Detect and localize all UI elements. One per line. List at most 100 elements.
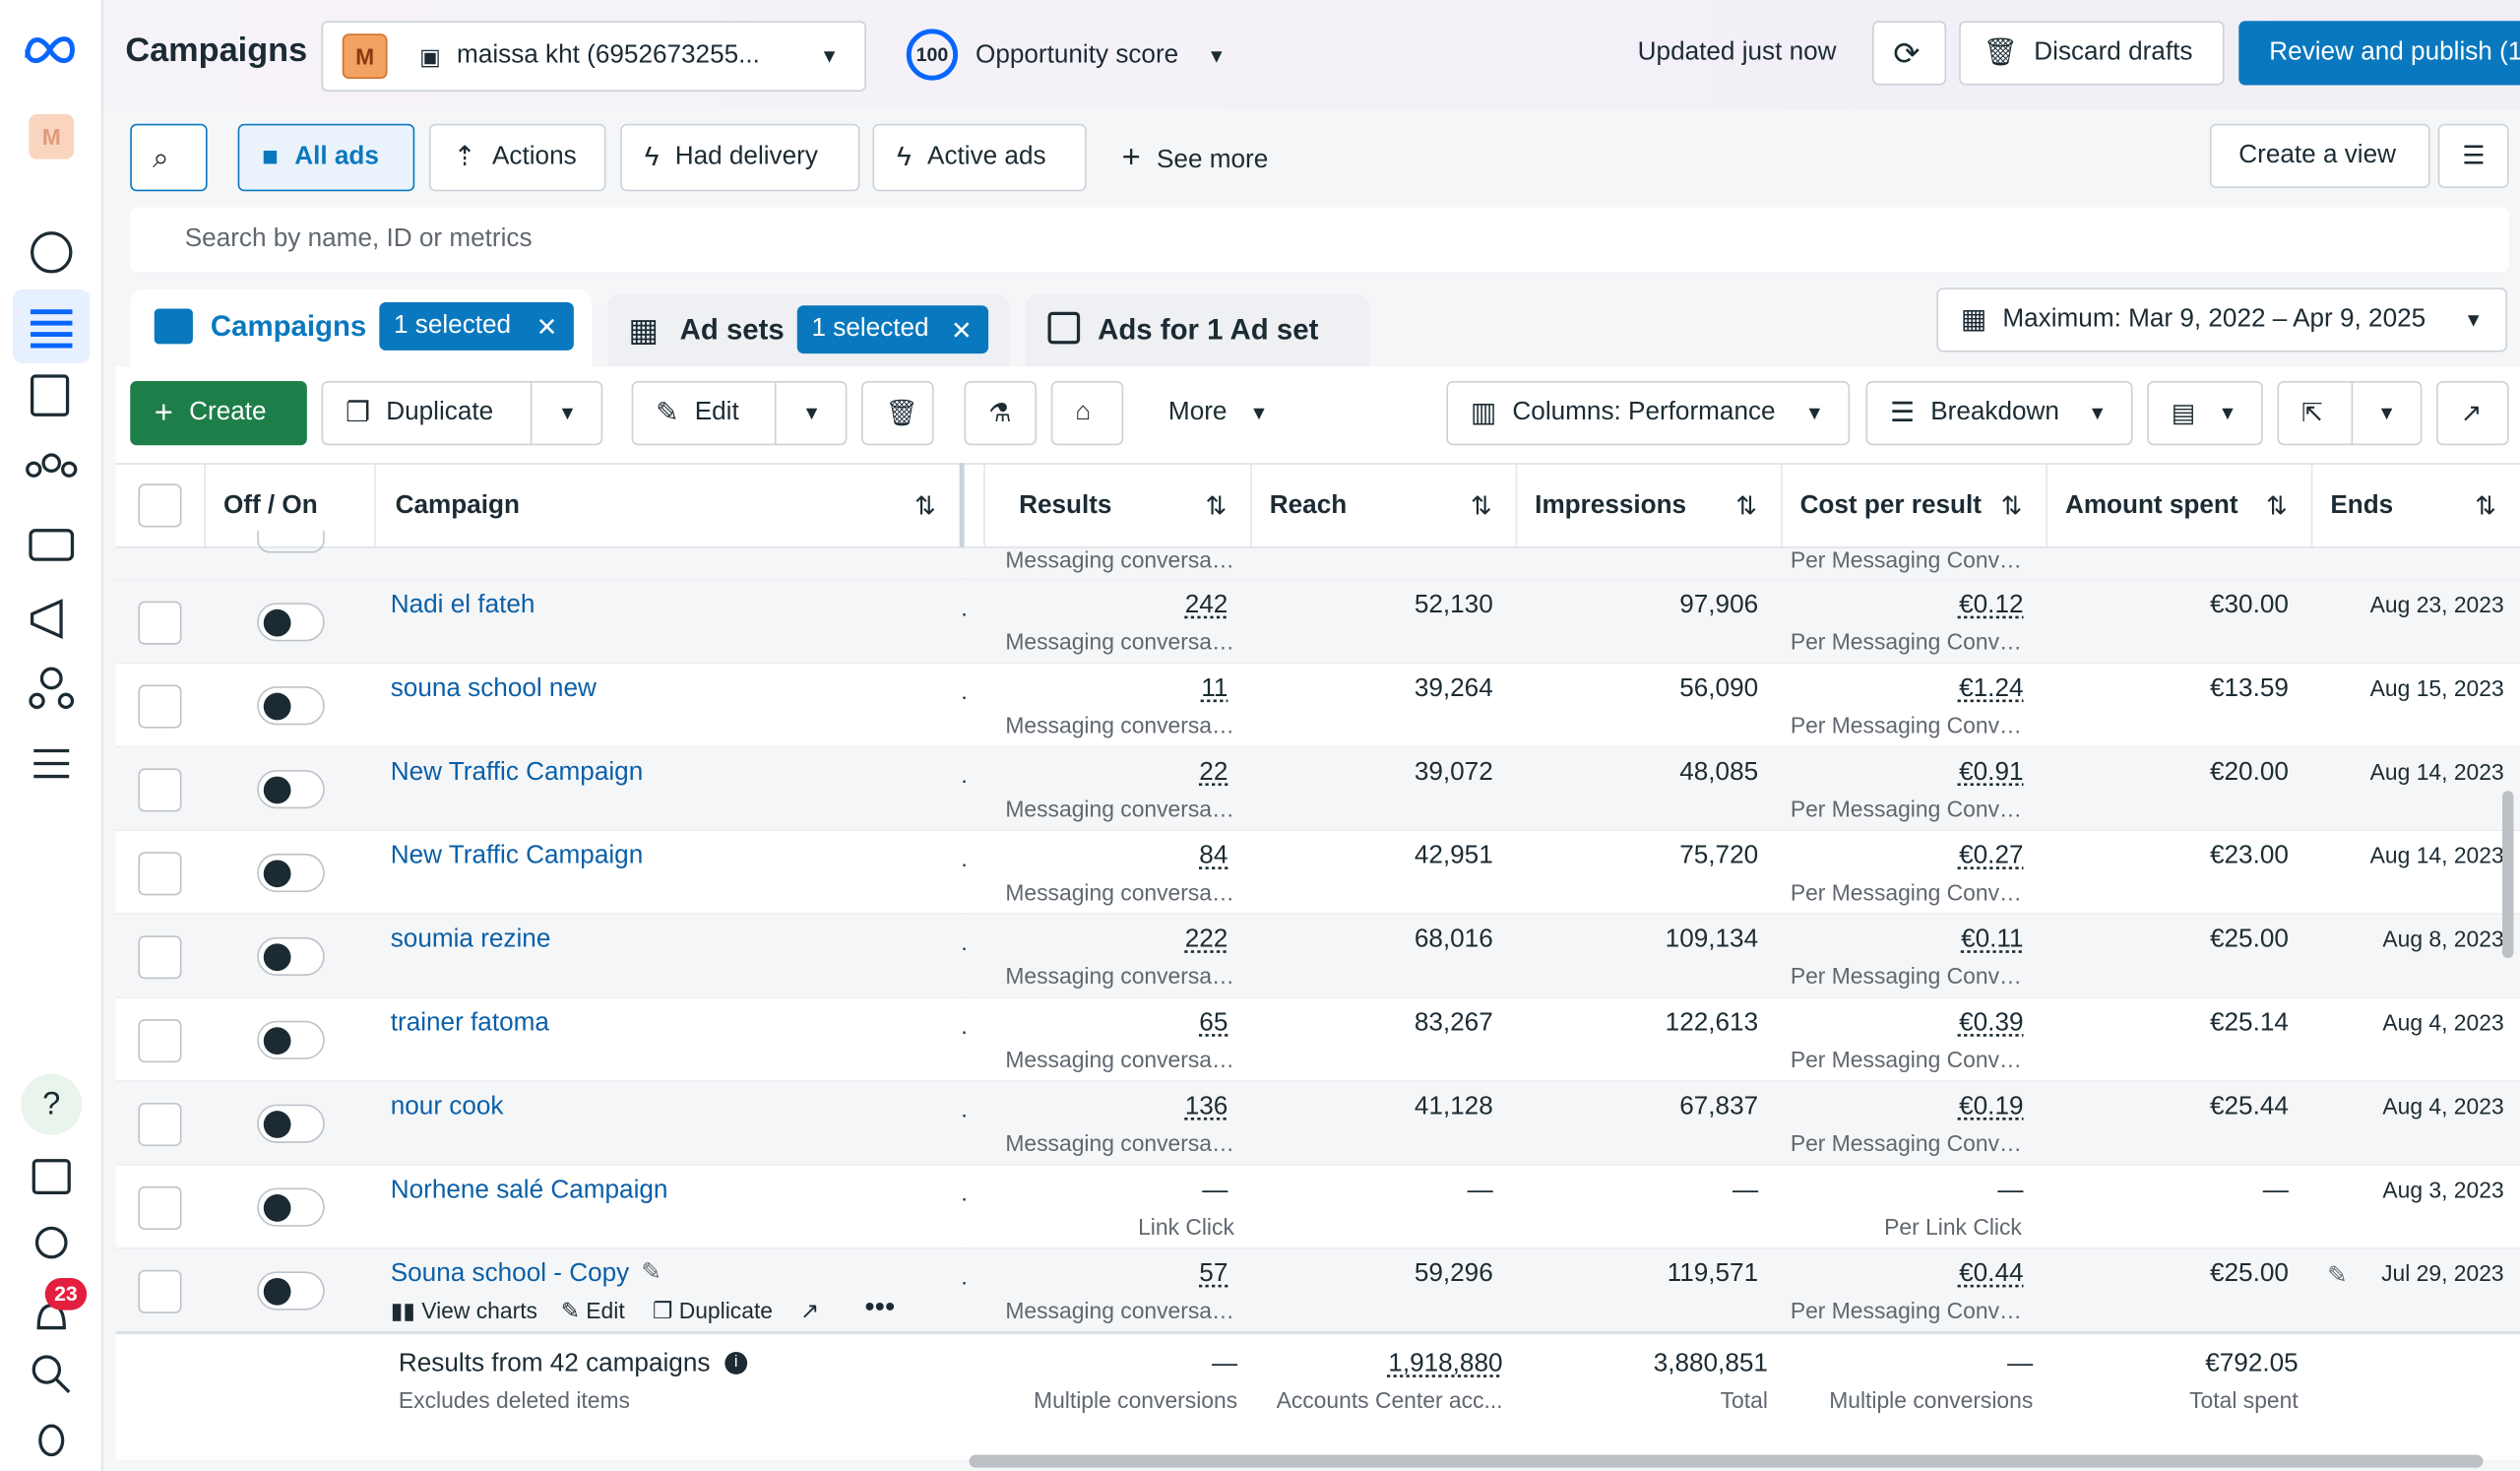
cell-value: €0.91 — [1959, 758, 2024, 787]
tag-button[interactable]: ⌂ — [1050, 380, 1124, 446]
sort-icon[interactable]: ⇅ — [914, 493, 936, 521]
campaign-name[interactable]: nour cook — [390, 1093, 504, 1120]
column-header[interactable]: Impressions — [1535, 491, 1687, 520]
toggle[interactable] — [257, 1271, 325, 1311]
column-header[interactable]: Results — [1019, 491, 1112, 520]
sort-icon[interactable]: ⇅ — [2000, 493, 2023, 521]
search-toggle[interactable]: ⌕ — [130, 123, 208, 192]
campaign-name[interactable]: New Traffic Campaign — [390, 758, 644, 787]
table-row[interactable] — [115, 578, 2520, 663]
row-checkbox[interactable] — [138, 601, 182, 645]
active-ads-filter[interactable]: ϟ Active ads — [872, 123, 1087, 192]
cell-value: €25.00 — [2209, 1259, 2289, 1288]
all-ads-filter[interactable]: ■ All ads — [237, 123, 415, 192]
ads-tab[interactable] — [1025, 293, 1370, 370]
toggle[interactable] — [257, 1104, 325, 1143]
charts-button[interactable]: ↗ — [2436, 380, 2509, 446]
toggle[interactable] — [257, 686, 325, 726]
table-row[interactable] — [115, 1247, 2520, 1331]
see-more-filter[interactable]: + See more — [1121, 140, 1269, 175]
column-header[interactable]: Off / On — [222, 491, 318, 520]
row-checkbox[interactable] — [138, 1269, 182, 1313]
toggle[interactable] — [257, 936, 325, 977]
select-all-checkbox[interactable] — [138, 483, 182, 528]
selection-chip[interactable]: 1 selected ✕ — [796, 305, 989, 354]
row-checkbox[interactable] — [138, 684, 182, 729]
date-range-picker[interactable]: ▦ Maximum: Mar 9, 2022 – Apr 9, 2025 ▼ — [1936, 288, 2507, 352]
table-row[interactable] — [115, 1080, 2520, 1165]
reports-button[interactable]: ▤ ▼ — [2147, 380, 2263, 446]
row-dot: . — [961, 1096, 968, 1122]
account-selector[interactable]: M ▣ maissa kht (6952673255... ▼ — [321, 21, 866, 93]
row-action[interactable]: ▮▮ View charts — [390, 1297, 537, 1323]
had-delivery-filter[interactable]: ϟ Had delivery — [620, 123, 860, 192]
campaign-name[interactable]: souna school new — [390, 674, 597, 703]
discard-drafts-button[interactable]: 🗑 Discard drafts — [1959, 21, 2225, 86]
vertical-scrollbar[interactable] — [2502, 791, 2514, 959]
sort-icon[interactable]: ⇅ — [1205, 493, 1228, 521]
create-view-button[interactable]: Create a view — [2209, 123, 2430, 189]
column-header[interactable]: Cost per result — [1799, 491, 1982, 520]
column-header[interactable]: Amount spent — [2064, 491, 2238, 520]
sort-icon[interactable]: ⇅ — [1735, 493, 1758, 521]
columns-button[interactable]: ▥ Columns: Performance ▼ — [1446, 380, 1851, 446]
horizontal-scrollbar[interactable] — [969, 1454, 2484, 1468]
row-checkbox[interactable] — [138, 768, 182, 812]
table-row[interactable] — [115, 913, 2520, 997]
row-checkbox[interactable] — [138, 1019, 182, 1063]
cell-sublabel: Messaging conversa… — [1005, 1046, 1234, 1072]
sort-icon[interactable]: ⇅ — [1470, 493, 1492, 521]
export-button[interactable]: ⇱ ▼ — [2277, 380, 2423, 446]
duplicate-button[interactable]: ❐ Duplicate ▼ — [321, 380, 603, 446]
footer-title: Results from 42 campaigns — [398, 1350, 711, 1378]
score-label[interactable]: Opportunity score — [976, 41, 1179, 70]
campaign-name[interactable]: New Traffic Campaign — [390, 842, 644, 870]
breakdown-button[interactable]: ☰ Breakdown ▼ — [1865, 380, 2133, 446]
info-icon[interactable]: i — [724, 1352, 748, 1375]
campaign-name[interactable]: trainer fatoma — [390, 1009, 549, 1038]
row-checkbox[interactable] — [138, 852, 182, 896]
row-dot: . — [961, 1263, 968, 1290]
campaign-name[interactable]: Nadi el fateh — [390, 591, 536, 619]
edit-pencil[interactable]: ✎ — [2327, 1261, 2348, 1290]
campaign-name[interactable]: Souna school - Copy — [390, 1259, 630, 1288]
row-action[interactable]: ↗ — [800, 1297, 820, 1323]
settings-button[interactable]: ☰ — [2437, 123, 2509, 189]
row-checkbox[interactable] — [138, 1185, 182, 1230]
table-row[interactable] — [115, 1164, 2520, 1247]
toggle[interactable] — [257, 770, 325, 809]
toggle[interactable] — [257, 853, 325, 893]
edit-pencil[interactable]: ✎ — [641, 1258, 662, 1287]
delete-button[interactable]: 🗑 — [861, 380, 934, 446]
table-row[interactable] — [115, 745, 2520, 830]
more-button[interactable]: More ▼ — [1167, 398, 1269, 426]
footer-value: 1,918,880 — [1388, 1350, 1503, 1378]
review-publish-button[interactable]: Review and publish (1 — [2238, 21, 2520, 86]
table-row[interactable] — [115, 996, 2520, 1081]
row-action[interactable]: ✎ Edit — [560, 1297, 625, 1323]
column-header[interactable]: Reach — [1269, 491, 1348, 520]
toggle[interactable] — [257, 603, 325, 642]
avatar[interactable]: M — [29, 113, 75, 160]
test-button[interactable]: ⚗ — [964, 380, 1038, 446]
create-button[interactable]: + Create — [130, 380, 307, 446]
table-row[interactable] — [115, 829, 2520, 914]
column-header[interactable]: Campaign — [395, 491, 520, 520]
actions-filter[interactable]: ⇡ Actions — [428, 123, 606, 192]
campaign-name[interactable]: Norhene salé Campaign — [390, 1177, 668, 1204]
edit-button[interactable]: ✎ Edit ▼ — [631, 380, 848, 446]
column-header[interactable]: Ends — [2330, 491, 2394, 520]
more-menu[interactable]: ••• — [864, 1291, 896, 1323]
row-checkbox[interactable] — [138, 935, 182, 980]
toggle[interactable] — [257, 1187, 325, 1227]
toggle[interactable] — [257, 1020, 325, 1059]
sort-icon[interactable]: ⇅ — [2266, 493, 2288, 521]
table-row[interactable] — [115, 662, 2520, 746]
row-checkbox[interactable] — [138, 1102, 182, 1147]
sort-icon[interactable]: ⇅ — [2475, 493, 2497, 521]
campaign-name[interactable]: soumia rezine — [390, 926, 551, 954]
search-input[interactable]: Search by name, ID or metrics — [130, 207, 2509, 272]
selection-chip[interactable]: 1 selected ✕ — [379, 301, 574, 351]
row-action[interactable]: ❐ Duplicate — [652, 1297, 774, 1323]
refresh-button[interactable]: ⟳ — [1872, 21, 1947, 86]
